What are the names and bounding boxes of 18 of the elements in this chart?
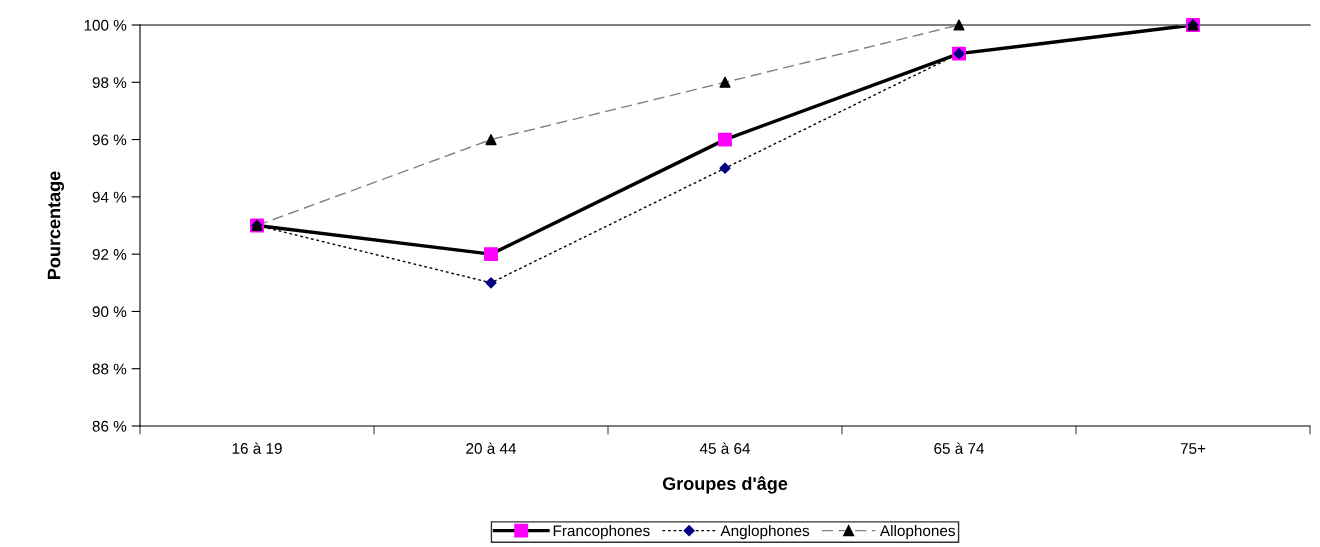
y-tick-label: 90 % [92, 306, 127, 318]
y-axis-title: Pourcentage [47, 171, 65, 279]
x-tick-label: 16 à 19 [232, 442, 282, 454]
legend-label: Allophones [879, 524, 955, 540]
x-tick-label: 45 à 64 [699, 442, 751, 454]
y-tick-label: 86 % [92, 420, 127, 432]
y-tick-label: 92 % [92, 249, 127, 260]
x-tick-label: 20 à 44 [466, 442, 517, 454]
y-tick-label: 88 % [92, 363, 127, 375]
x-tick-label: 65 à 74 [934, 442, 985, 454]
y-tick-label: 100 % [84, 19, 127, 31]
legend-label: Anglophones [720, 524, 810, 540]
y-tick-label: 98 % [92, 77, 127, 88]
x-tick-label: 75+ [1180, 443, 1206, 454]
y-tick-label: 94 % [92, 191, 127, 203]
legend-label: Francophones [553, 524, 650, 540]
x-axis-title: Groupes d'âge [662, 476, 788, 494]
y-tick-label: 96 % [92, 134, 127, 146]
